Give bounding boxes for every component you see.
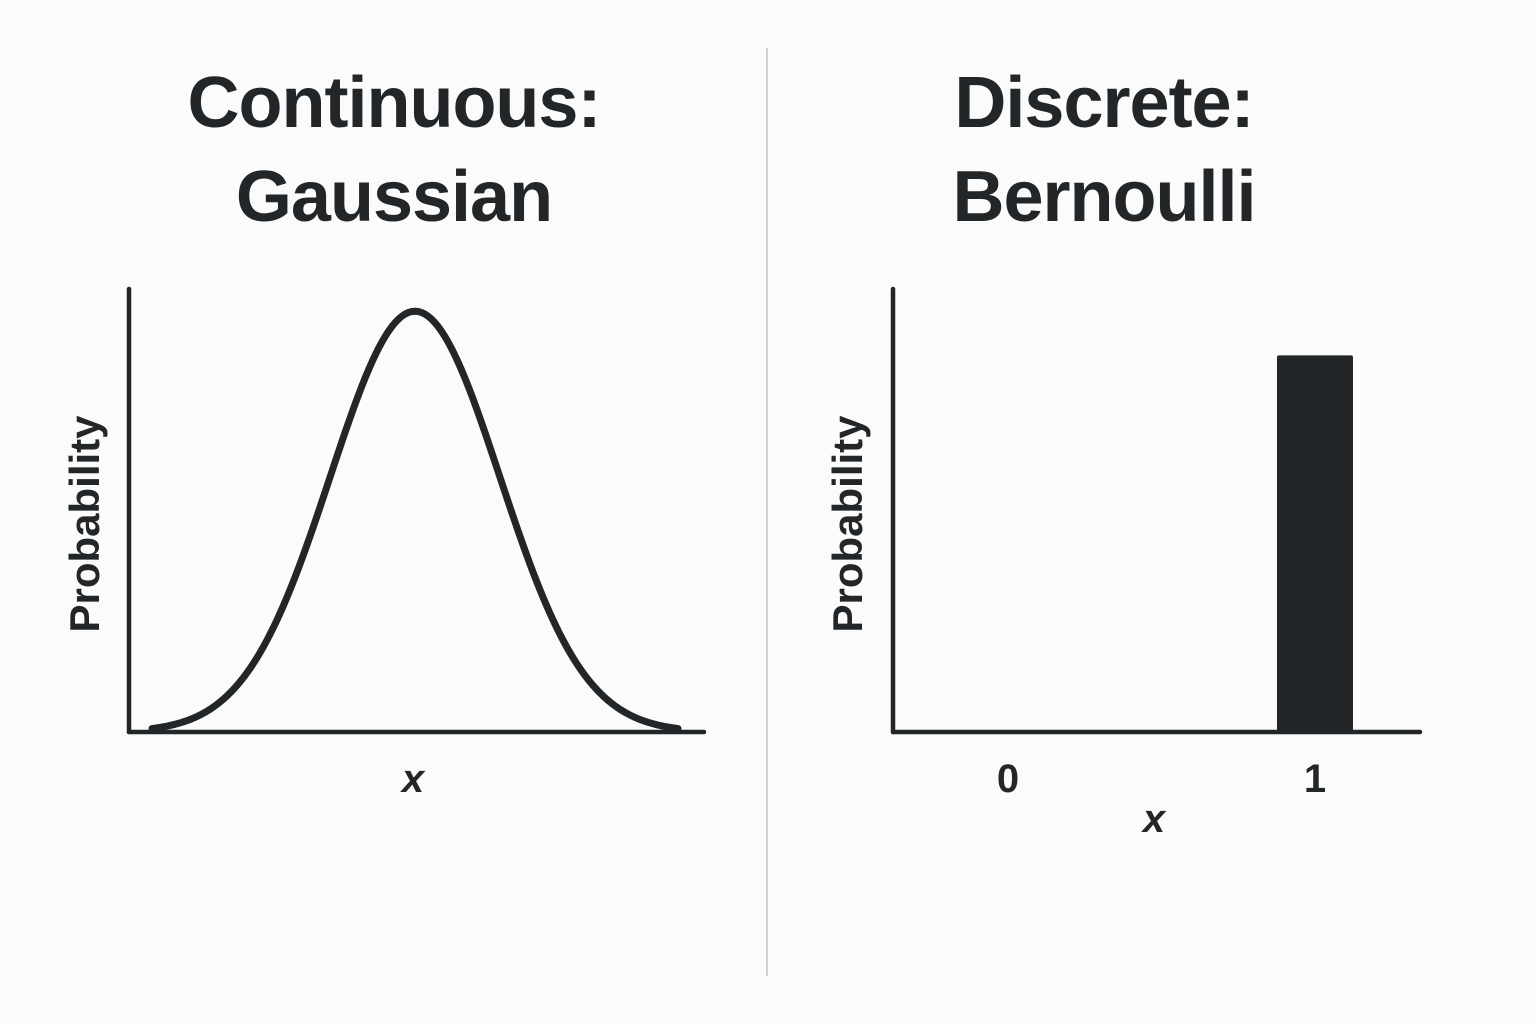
bernoulli-y-axis-label: Probability (824, 415, 871, 633)
bar-x-1 (1277, 355, 1353, 732)
panel-divider (766, 48, 768, 976)
gaussian-panel: Continuous: Gaussian Probability x (0, 0, 760, 1024)
bernoulli-bars (1277, 355, 1353, 732)
bernoulli-title-line-2: Bernoulli (952, 157, 1256, 237)
gaussian-title-line-2: Gaussian (235, 157, 553, 237)
tick-label-0: 0 (997, 757, 1019, 801)
tick-label-1: 1 (1304, 757, 1326, 801)
gaussian-chart: Probability x (61, 286, 707, 801)
gaussian-y-axis-label: Probability (61, 415, 108, 633)
gaussian-curve (148, 307, 682, 733)
gaussian-x-axis-label: x (400, 757, 426, 801)
bernoulli-title-line-1: Discrete: (954, 63, 1254, 143)
bernoulli-title: Discrete: Bernoulli (724, 56, 1484, 244)
bernoulli-x-axis-label: x (1141, 797, 1167, 841)
gaussian-title-line-1: Continuous: (187, 63, 602, 143)
gaussian-title: Continuous: Gaussian (14, 56, 774, 244)
